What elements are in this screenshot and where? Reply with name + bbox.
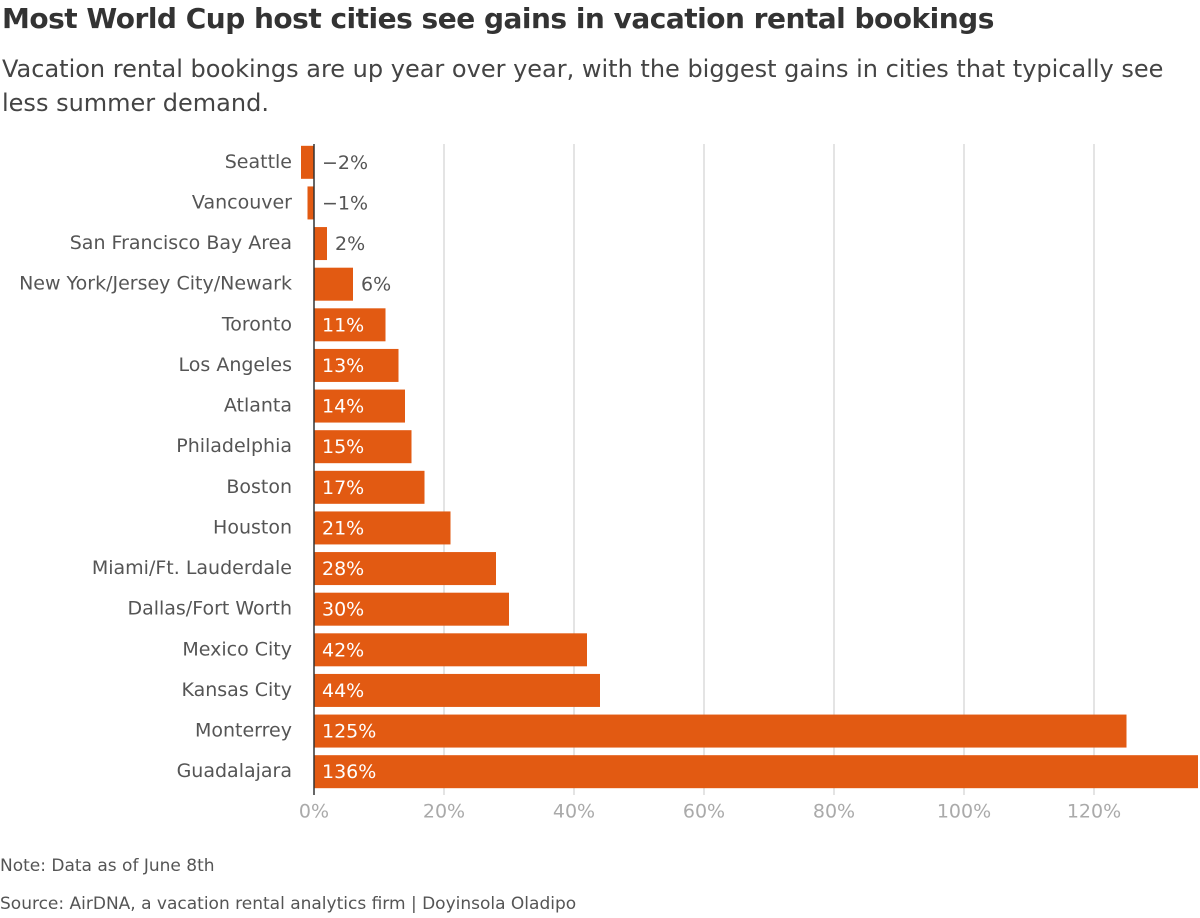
data-label: 13% xyxy=(322,355,364,377)
chart: 0% 20% 40% 60% 80% 100% 120% Seattle −2% Vancouve… xyxy=(19,144,1198,823)
bar xyxy=(307,186,314,220)
y-tick-label: Los Angeles xyxy=(179,354,292,376)
y-tick-label: San Francisco Bay Area xyxy=(70,232,292,254)
bar xyxy=(314,348,399,382)
bar xyxy=(314,633,587,667)
bar xyxy=(314,430,412,464)
x-tick-label: 20% xyxy=(423,801,465,823)
bar xyxy=(301,145,314,179)
source: Source: AirDNA, a vacation rental analyt… xyxy=(0,894,577,914)
data-label: 14% xyxy=(322,396,364,418)
y-tick-label: Atlanta xyxy=(224,395,292,417)
x-tick-label: 80% xyxy=(813,801,855,823)
y-tick-label: Mexico City xyxy=(182,638,292,660)
bar xyxy=(314,227,327,261)
y-tick-label: Boston xyxy=(226,476,292,498)
bar xyxy=(314,389,405,423)
bar xyxy=(314,592,509,626)
y-tick-label: Houston xyxy=(213,516,292,538)
data-label: 28% xyxy=(322,558,364,580)
y-tick-label: Philadelphia xyxy=(176,435,292,457)
data-label: −1% xyxy=(322,192,368,214)
y-tick-label: Dallas/Fort Worth xyxy=(127,598,292,620)
x-tick-label: 40% xyxy=(553,801,595,823)
bar xyxy=(314,552,496,586)
bar xyxy=(314,673,600,707)
chart-title: Most World Cup host cities see gains in … xyxy=(2,2,994,35)
y-tick-label: Monterrey xyxy=(195,720,292,742)
data-label: 30% xyxy=(322,599,364,621)
bar xyxy=(314,470,425,504)
y-tick-label: Seattle xyxy=(225,151,292,173)
data-label: 125% xyxy=(322,721,376,743)
bar xyxy=(314,714,1127,748)
y-tick-label: Vancouver xyxy=(192,191,292,213)
bar xyxy=(314,267,353,301)
data-label: 44% xyxy=(322,680,364,702)
data-label: 17% xyxy=(322,477,364,499)
y-tick-label: Guadalajara xyxy=(177,760,292,782)
x-tick-label: 60% xyxy=(683,801,725,823)
x-tick-label: 0% xyxy=(299,801,329,823)
data-label: 42% xyxy=(322,639,364,661)
data-label: 21% xyxy=(322,517,364,539)
y-tick-label: Toronto xyxy=(221,313,292,335)
y-tick-label: Kansas City xyxy=(181,679,292,701)
chart-subtitle: Vacation rental bookings are up year ove… xyxy=(2,55,1164,117)
note: Note: Data as of June 8th xyxy=(0,856,215,876)
data-label: 6% xyxy=(361,274,391,296)
data-label: 2% xyxy=(335,233,365,255)
data-label: −2% xyxy=(322,152,368,174)
data-label: 11% xyxy=(322,314,364,336)
y-tick-label: Miami/Ft. Lauderdale xyxy=(92,557,292,579)
bar xyxy=(314,755,1198,789)
x-tick-label: 100% xyxy=(937,801,991,823)
bar xyxy=(314,511,451,545)
y-tick-label: New York/Jersey City/Newark xyxy=(19,273,292,295)
x-tick-label: 120% xyxy=(1067,801,1121,823)
data-label: 15% xyxy=(322,436,364,458)
bar xyxy=(314,308,386,342)
data-label: 136% xyxy=(322,761,376,783)
